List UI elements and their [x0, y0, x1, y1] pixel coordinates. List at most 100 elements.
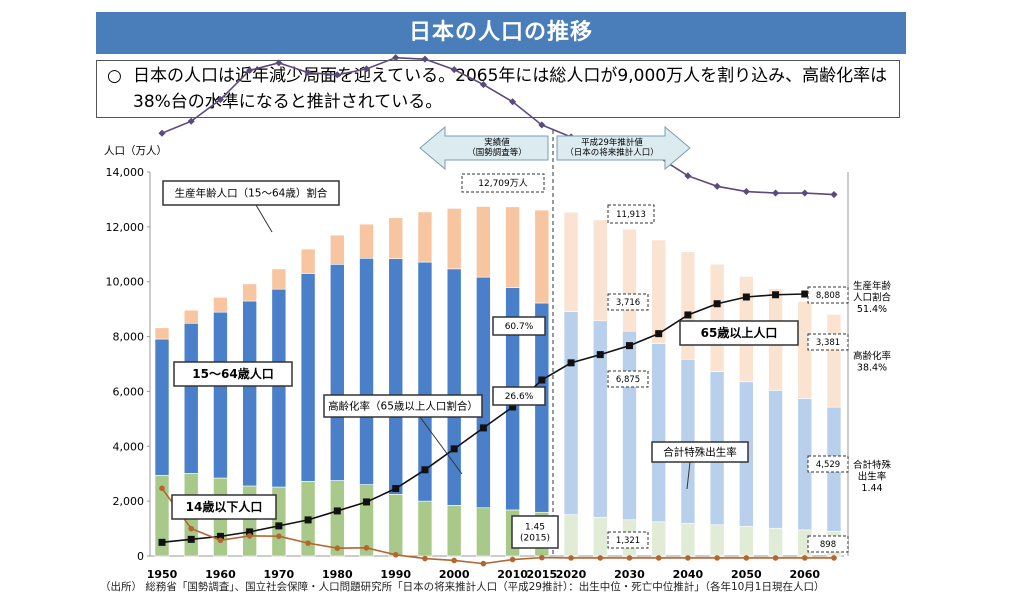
- age-65-plus-label: 65歳以上人口: [701, 325, 778, 340]
- bar-age-0-14: [563, 514, 579, 557]
- fertility-line-point: [655, 555, 662, 561]
- fertility-line-point: [305, 540, 311, 546]
- aging-rate-line-point: [392, 484, 400, 492]
- working-2065-box: [807, 455, 849, 473]
- bar-age-15-64: [768, 390, 783, 529]
- child-2030: 1,321: [616, 536, 640, 546]
- fertility-line-point: [246, 533, 253, 539]
- bar-age-65-plus: [622, 228, 637, 332]
- bar-age-65-plus: [213, 297, 228, 313]
- right-working-ratio: 生産年齢人口割合 51.4%: [853, 280, 892, 315]
- bar-age-65-plus: [826, 314, 842, 408]
- aging-rate-label-box: [323, 394, 483, 418]
- bar-age-65-plus: [651, 239, 666, 345]
- y-tick-label: 14,000: [106, 166, 145, 179]
- bar-age-65-plus: [388, 217, 404, 260]
- working-ratio-line-point: [538, 121, 546, 129]
- working-ratio-line-point: [216, 95, 224, 104]
- bar-age-65-plus: [417, 211, 433, 263]
- bar-age-65-plus: [271, 268, 287, 290]
- fertility-line-point: [509, 556, 516, 563]
- bar-age-0-14: [592, 517, 608, 557]
- child-2065-box: [807, 535, 849, 553]
- x-tick-label: 1950: [147, 568, 178, 581]
- fertility-label-box: [651, 441, 749, 463]
- working-ratio-line-point: [333, 71, 341, 79]
- aging-rate-leader: [419, 416, 463, 475]
- fertility-label: 合計特殊出生率: [663, 446, 737, 459]
- bar-age-0-14: [330, 480, 345, 557]
- fertility-line: [161, 487, 834, 565]
- age-65-plus-label-box: [679, 320, 799, 346]
- fertility-line-point: [451, 557, 457, 564]
- projection-arrow: [556, 125, 691, 171]
- working-ratio-line-point: [509, 98, 517, 106]
- working-ratio-line-point: [421, 55, 429, 63]
- x-tick-label: 2030: [614, 568, 645, 581]
- total-2030-box: [607, 204, 655, 224]
- y-tick-label: 8,000: [113, 331, 145, 344]
- x-tick-label: 2000: [439, 568, 470, 581]
- aging-rate-line-point: [567, 359, 575, 367]
- bar-age-15-64: [359, 257, 374, 485]
- working-ratio-2015: 60.7%: [505, 322, 534, 332]
- total-2030: 11,913: [616, 210, 646, 220]
- fertility-line-point: [626, 555, 633, 561]
- aging-rate-line-point: [304, 516, 312, 524]
- y-tick-label: 6,000: [113, 385, 145, 398]
- working-ratio-2015-box: [492, 316, 546, 336]
- aging-rate-line-point: [742, 293, 750, 301]
- fertility-line-point: [159, 485, 165, 492]
- fertility-line-point: [422, 555, 428, 562]
- bar-age-65-plus: [505, 206, 520, 288]
- working-ratio-label-box: [162, 180, 340, 206]
- x-tick-label: 2020: [556, 568, 587, 581]
- bar-age-15-64: [592, 320, 608, 518]
- fertility-line-point: [392, 551, 399, 558]
- bar-age-65-plus: [563, 211, 579, 312]
- x-tick-label: 2010: [497, 568, 528, 581]
- working-ratio-line: [161, 56, 835, 196]
- age-15-64-label-box: [173, 361, 293, 387]
- bullet-mark: ○: [107, 66, 122, 86]
- working-ratio-line-point: [158, 129, 166, 137]
- bar-age-0-14: [768, 527, 783, 557]
- bar-age-15-64: [476, 276, 491, 509]
- working-2030: 6,875: [616, 375, 640, 385]
- aging-rate-2015-box: [492, 386, 546, 406]
- child-2065: 898: [820, 540, 836, 550]
- bar-age-15-64: [271, 288, 287, 488]
- fertility-line-point: [334, 545, 341, 551]
- right-aging-rate: 高齢化率 38.4%: [853, 350, 892, 373]
- total-2015: 12,709万人: [478, 178, 528, 189]
- bar-age-65-plus: [446, 208, 462, 270]
- page-title: 日本の人口の推移: [96, 12, 906, 54]
- aging-rate-line-point: [216, 532, 224, 540]
- fertility-line-point: [276, 533, 282, 540]
- y-tick-label: 2,000: [113, 495, 145, 508]
- x-tick-label: 2040: [673, 568, 704, 581]
- bar-age-65-plus: [300, 248, 316, 274]
- working-ratio-line-point: [275, 59, 283, 67]
- fertility-line-point: [714, 555, 720, 561]
- aging-rate-line-point: [625, 342, 633, 350]
- working-ratio-line-point: [304, 69, 312, 77]
- working-ratio-line-point: [713, 182, 721, 190]
- actual-arrow: [419, 125, 549, 171]
- bar-age-0-14: [417, 500, 433, 557]
- aging-rate-line-point: [450, 445, 458, 453]
- aging-rate-2015: 26.6%: [505, 392, 534, 402]
- x-tick-label: 2060: [789, 568, 820, 581]
- aging-rate-line-point: [772, 291, 780, 299]
- fertility-2015-box: [511, 515, 559, 549]
- working-ratio-line-point: [450, 66, 458, 74]
- fertility-line-point: [568, 555, 574, 561]
- fertility-line-point: [217, 537, 224, 544]
- fertility-line-point: [597, 555, 604, 561]
- bar-age-15-64: [213, 311, 228, 479]
- fertility-2015: 1.45 (2015): [520, 523, 550, 544]
- bar-age-15-64: [242, 300, 257, 487]
- fertility-line-point: [831, 555, 837, 561]
- elderly-2030: 3,716: [616, 298, 640, 308]
